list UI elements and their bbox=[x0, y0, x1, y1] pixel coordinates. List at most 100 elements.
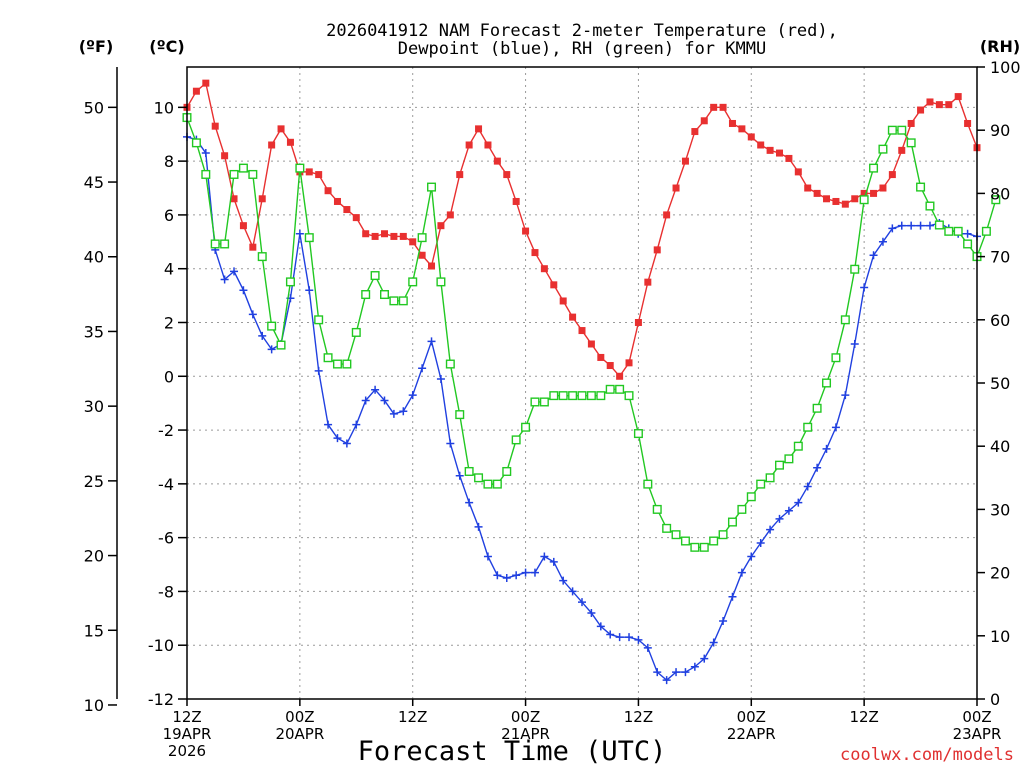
temperature-point bbox=[954, 93, 962, 101]
dewpoint-point bbox=[389, 409, 398, 418]
temperature-point bbox=[634, 318, 642, 326]
dewpoint-point bbox=[568, 587, 577, 596]
dewpoint-point bbox=[549, 557, 558, 566]
rh-tick-label: 10 bbox=[990, 627, 1010, 646]
temperature-point bbox=[870, 189, 878, 197]
rh-point bbox=[210, 239, 220, 249]
temperature-point bbox=[512, 197, 520, 205]
celsius-tick-label: 6 bbox=[164, 206, 174, 225]
rh-point bbox=[831, 353, 841, 363]
rh-point bbox=[370, 271, 380, 281]
rh-tick-label: 70 bbox=[990, 248, 1010, 267]
temperature-point bbox=[841, 200, 849, 208]
temperature-point bbox=[540, 265, 548, 273]
dewpoint-point bbox=[230, 267, 239, 276]
dewpoint-point bbox=[239, 286, 248, 295]
rh-point bbox=[991, 195, 1001, 205]
x-tick-label: 00Z bbox=[737, 708, 766, 726]
rh-point bbox=[615, 384, 625, 394]
rh-series bbox=[182, 113, 1001, 552]
temperature-point bbox=[286, 138, 294, 146]
dewpoint-point bbox=[672, 668, 681, 677]
dewpoint-point bbox=[371, 385, 380, 394]
dewpoint-point bbox=[446, 439, 455, 448]
temperature-point bbox=[823, 195, 831, 203]
rh-tick-label: 100 bbox=[990, 58, 1021, 77]
temperature-point bbox=[907, 119, 915, 127]
rh-point bbox=[586, 391, 596, 401]
temperature-point bbox=[625, 359, 633, 367]
dewpoint-point bbox=[709, 638, 718, 647]
rh-point bbox=[822, 378, 832, 388]
celsius-tick-label: 2 bbox=[164, 313, 174, 332]
rh-point bbox=[464, 466, 474, 476]
dewpoint-point bbox=[201, 149, 210, 158]
rh-point bbox=[793, 441, 803, 451]
temperature-point bbox=[917, 106, 925, 114]
temperature-point bbox=[531, 249, 539, 257]
rh-point bbox=[417, 233, 427, 243]
rh-point bbox=[662, 523, 672, 533]
temperature-point bbox=[352, 214, 360, 222]
rh-point bbox=[455, 410, 465, 420]
dewpoint-point bbox=[690, 662, 699, 671]
fahrenheit-unit-label: (ºF) bbox=[79, 37, 114, 56]
rh-point bbox=[238, 163, 248, 173]
celsius-tick-label: -4 bbox=[158, 475, 174, 494]
rh-point bbox=[718, 530, 728, 540]
rh-point bbox=[257, 252, 267, 262]
rh-point bbox=[624, 391, 634, 401]
rh-point bbox=[483, 479, 493, 489]
dewpoint-point bbox=[728, 592, 737, 601]
rh-point bbox=[398, 296, 408, 306]
x-tick-label: 12Z bbox=[172, 708, 201, 726]
temperature-point bbox=[221, 152, 229, 160]
celsius-tick-label: -2 bbox=[158, 421, 174, 440]
rh-point bbox=[840, 315, 850, 325]
celsius-tick-label: 0 bbox=[164, 367, 174, 386]
temperature-point bbox=[324, 187, 332, 195]
dewpoint-point bbox=[530, 568, 539, 577]
temperature-point bbox=[418, 251, 426, 259]
temperature-point bbox=[747, 133, 755, 141]
temperature-point bbox=[465, 141, 473, 149]
dewpoint-point bbox=[916, 221, 925, 230]
x-tick-label: 12Z bbox=[398, 708, 427, 726]
temperature-point bbox=[305, 168, 313, 176]
temperature-point bbox=[202, 79, 210, 87]
temperature-point bbox=[315, 171, 323, 179]
rh-point bbox=[784, 454, 794, 464]
dewpoint-point bbox=[775, 514, 784, 523]
fahrenheit-tick-label: 50 bbox=[84, 98, 104, 117]
celsius-tick-label: -10 bbox=[148, 636, 174, 655]
x-tick-label: 00Z bbox=[285, 708, 314, 726]
rh-point bbox=[803, 422, 813, 432]
dewpoint-point bbox=[559, 576, 568, 585]
rh-point bbox=[633, 429, 643, 439]
x-tick-label: 2026 bbox=[168, 742, 206, 760]
dewpoint-point bbox=[295, 229, 304, 238]
dewpoint-point bbox=[681, 668, 690, 677]
rh-point bbox=[897, 125, 907, 135]
x-tick-label: 12Z bbox=[849, 708, 878, 726]
rh-point bbox=[727, 517, 737, 527]
temperature-point bbox=[766, 146, 774, 154]
temperature-point bbox=[860, 189, 868, 197]
rh-point bbox=[267, 321, 277, 331]
rh-point bbox=[380, 290, 390, 300]
dewpoint-point bbox=[314, 366, 323, 375]
rh-point bbox=[981, 226, 991, 236]
rh-point bbox=[699, 542, 709, 552]
rh-point bbox=[389, 296, 399, 306]
temperature-point bbox=[728, 119, 736, 127]
rh-point bbox=[539, 397, 549, 407]
dewpoint-point bbox=[324, 420, 333, 429]
rh-point bbox=[276, 340, 286, 350]
dewpoint-point bbox=[436, 374, 445, 383]
temperature-point bbox=[832, 197, 840, 205]
rh-point bbox=[342, 359, 352, 369]
rh-point bbox=[351, 327, 361, 337]
dewpoint-point bbox=[305, 286, 314, 295]
x-tick-label: 20APR bbox=[275, 725, 324, 743]
rh-point bbox=[220, 239, 230, 249]
